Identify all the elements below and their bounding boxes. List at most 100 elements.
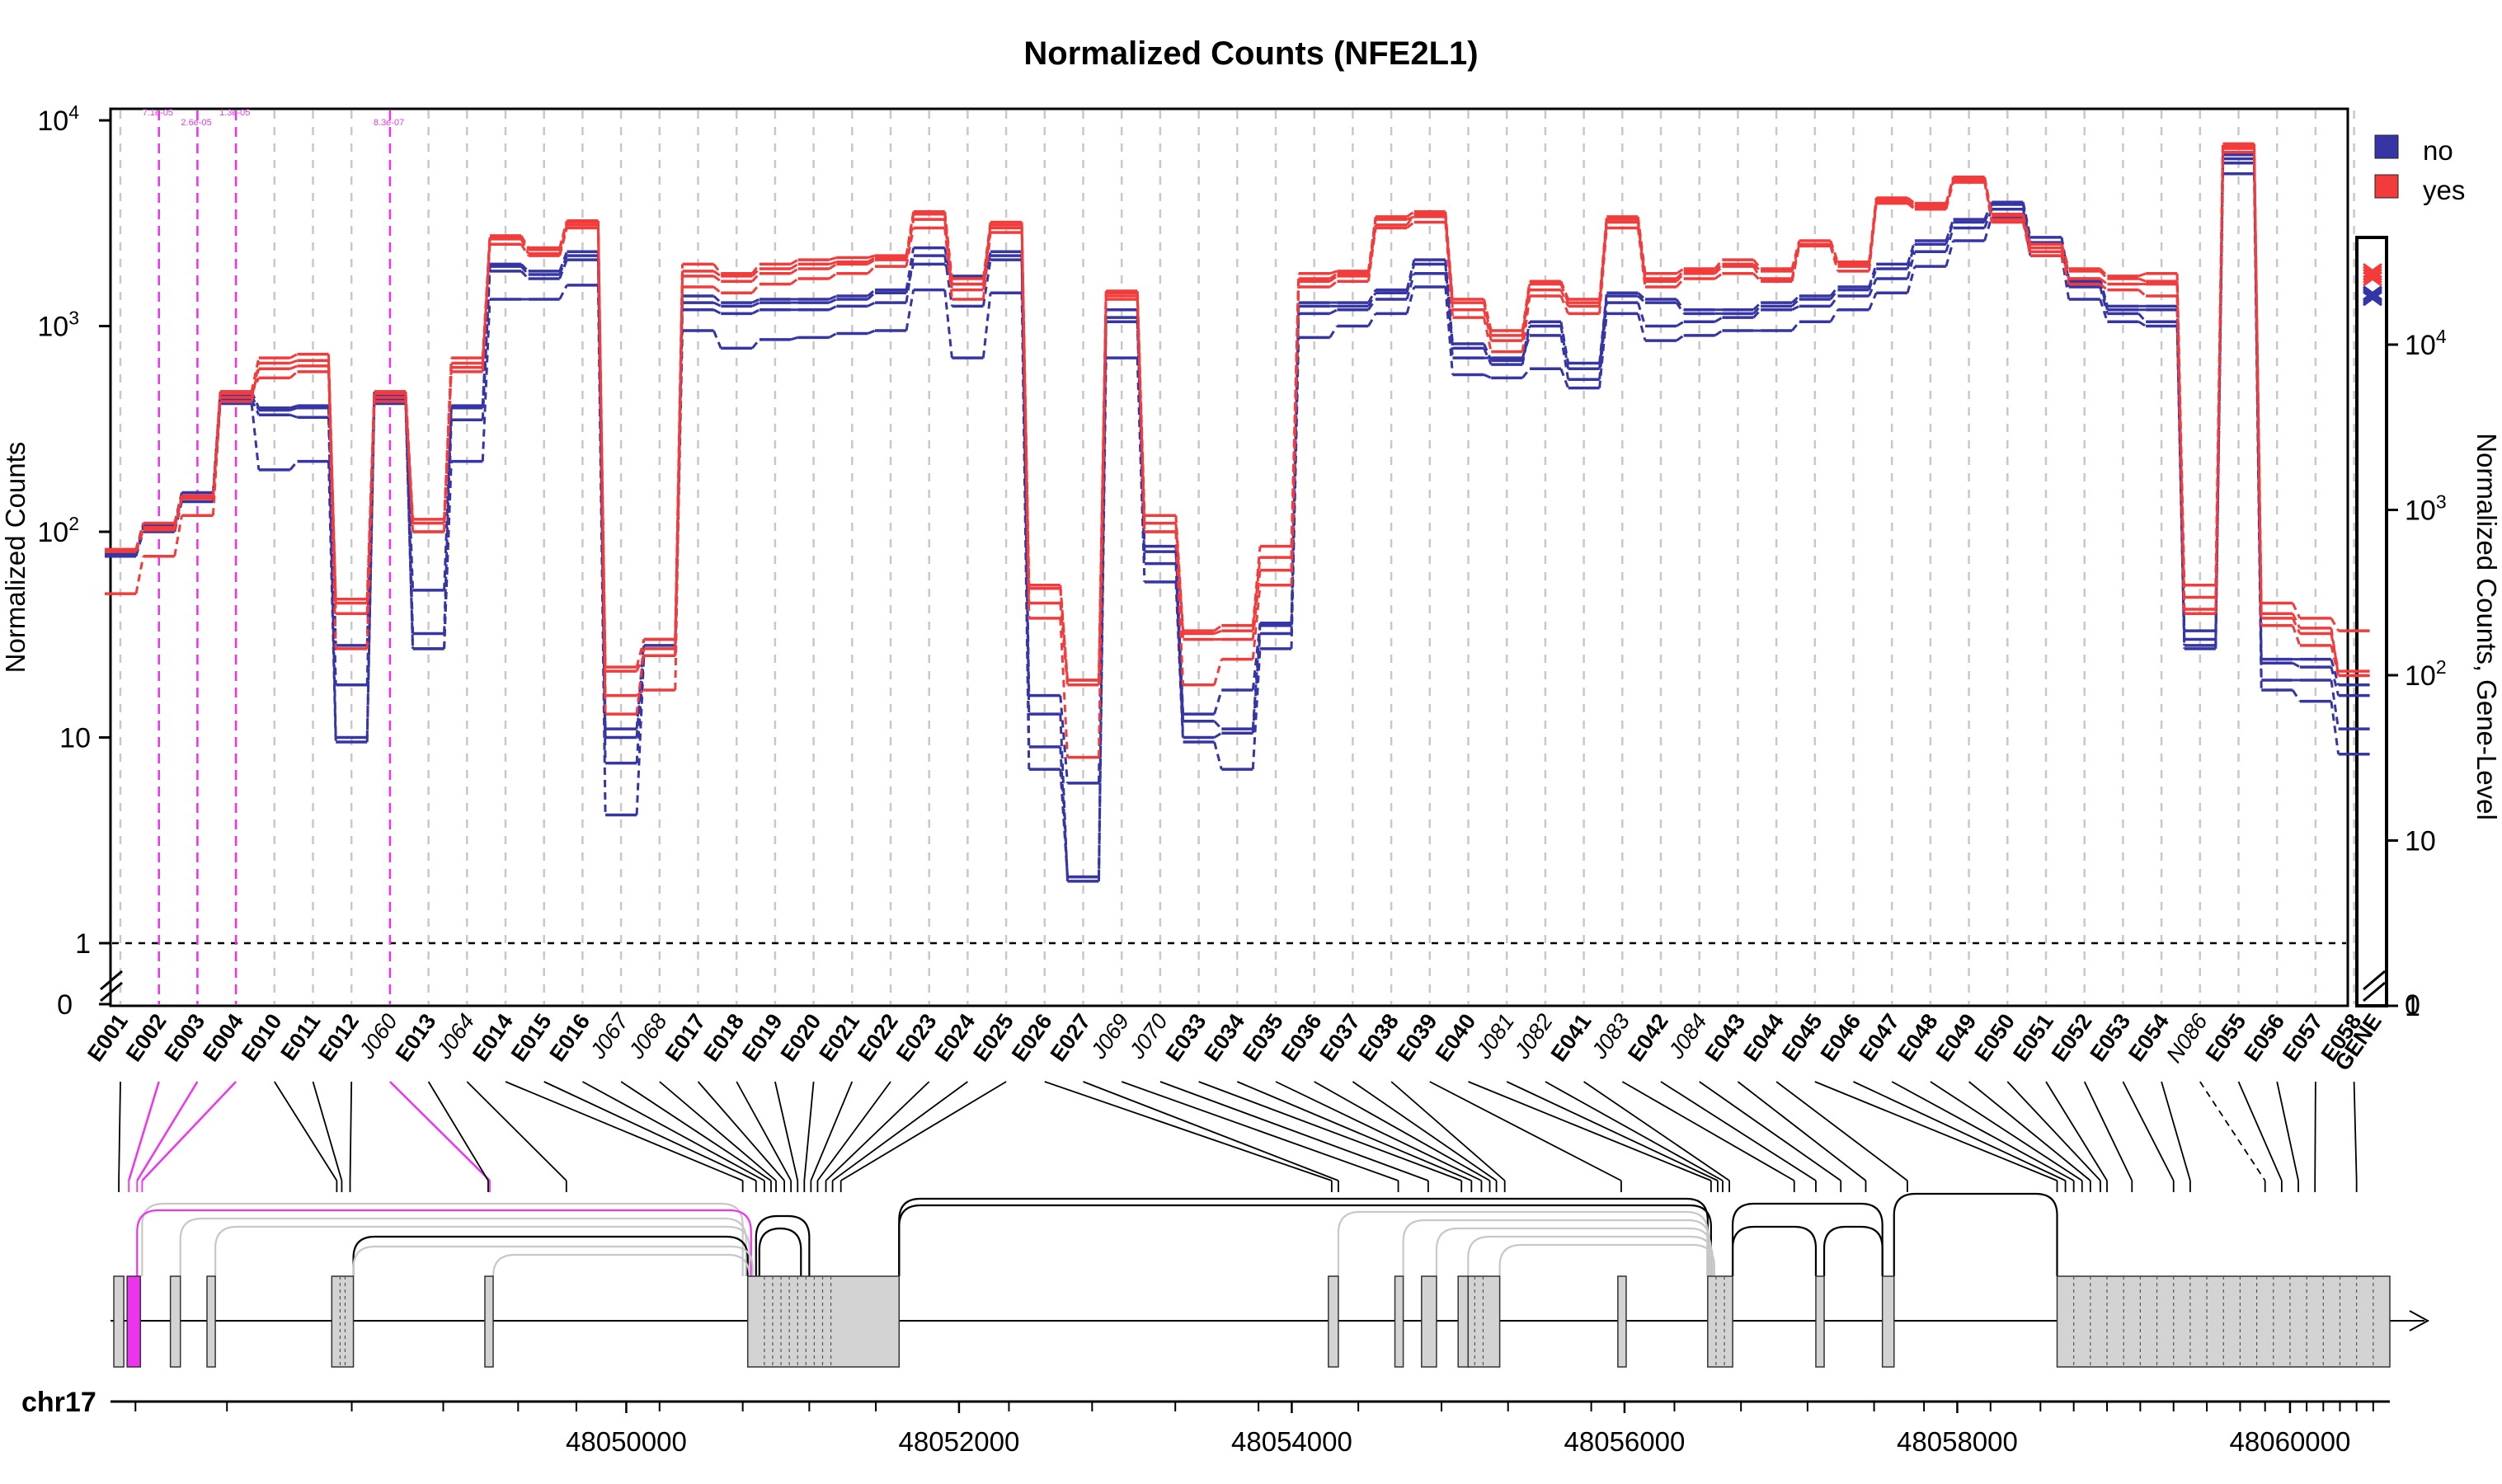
feature-connector <box>1583 1081 1730 1181</box>
exon-block <box>1881 1275 1895 1368</box>
series-connector-yes <box>2291 613 2302 629</box>
series-connector-no <box>1675 298 1685 311</box>
feature-connector <box>697 1081 785 1181</box>
series-connector-no <box>1676 334 1685 342</box>
series-connector-yes <box>1290 273 1300 547</box>
series-connector-no <box>1829 289 1839 300</box>
exon-block <box>1394 1275 1404 1368</box>
chart-title: Normalized Counts (NFE2L1) <box>1023 35 1478 72</box>
series-connector-no <box>250 403 261 471</box>
feature-connector <box>127 1081 160 1181</box>
feature-connector <box>832 1081 968 1181</box>
series-connector-yes <box>1136 290 1146 516</box>
y-right-tick-label: 103 <box>2405 491 2447 527</box>
series-connector-no <box>828 294 837 301</box>
junction-arc <box>1731 1202 1884 1276</box>
feature-label: E025 <box>968 1009 1018 1066</box>
series-connector-yes <box>2138 289 2147 298</box>
junction-arc <box>1731 1225 1818 1276</box>
series-connector-yes <box>713 270 722 278</box>
series-connector-no <box>1213 741 1223 770</box>
feature-label: E047 <box>1854 1009 1904 1066</box>
series-connector-yes <box>250 357 261 392</box>
series-connector-no <box>1752 305 1762 315</box>
y-tick-label: 10 <box>59 723 91 754</box>
feature-label: E016 <box>545 1009 595 1066</box>
series-connector-yes <box>1714 263 1724 272</box>
series-connector-no <box>558 284 568 300</box>
feature-connector <box>810 1081 854 1181</box>
feature-label: E054 <box>2123 1009 2174 1066</box>
series-connector-no <box>1444 286 1454 375</box>
series-connector-yes <box>2138 272 2147 278</box>
series-connector-yes <box>173 495 183 524</box>
series-connector-yes <box>2175 273 2186 585</box>
y-axis-label: Normalized Counts <box>0 442 31 674</box>
exon-block <box>206 1275 216 1368</box>
series-connector-yes <box>1251 585 1262 660</box>
series-connector-no <box>365 399 376 738</box>
series-connector-no <box>2021 201 2032 238</box>
genomic-tick-label: 48054000 <box>1231 1426 1352 1457</box>
feature-connector <box>620 1081 772 1181</box>
series-connector-no <box>289 404 298 410</box>
series-connector-no <box>1174 552 1185 721</box>
genomic-tick-label: 48056000 <box>1564 1426 1686 1457</box>
feature-connector <box>1891 1081 2075 1181</box>
series-connector-no <box>905 247 915 290</box>
series-connector-yes <box>1329 275 1338 283</box>
y-tick-label: 103 <box>37 308 79 343</box>
series-connector-yes <box>2099 270 2109 280</box>
feature-label: E044 <box>1738 1009 1789 1066</box>
series-connector-no <box>713 330 722 349</box>
series-connector-no <box>1790 321 1800 331</box>
series-connector-yes <box>1945 176 1955 204</box>
series-connector-yes <box>289 364 299 370</box>
feature-connector <box>466 1081 567 1181</box>
y-zero-label: 0 <box>57 989 73 1021</box>
axis-break-mark <box>2363 981 2386 1003</box>
series-connector-yes <box>1714 265 1724 275</box>
series-connector-no <box>1752 302 1762 311</box>
series-connector-no <box>1559 368 1570 389</box>
junction-arc <box>758 1227 802 1276</box>
feature-label: E048 <box>1893 1009 1943 1066</box>
series-connector-no <box>1868 292 1878 311</box>
feature-label: E003 <box>160 1009 210 1066</box>
y-right-tick-label: 104 <box>2405 326 2447 361</box>
gene-level-mark-no <box>2363 285 2382 301</box>
exon-block <box>1707 1275 1733 1368</box>
feature-connector <box>1352 1081 1498 1181</box>
exon-block <box>484 1275 494 1368</box>
series-connector-yes <box>1868 197 1878 262</box>
series-connector-yes <box>1790 246 1801 282</box>
feature-connector <box>1198 1081 1462 1181</box>
series-connector-no <box>1213 731 1223 739</box>
feature-connector <box>2161 1081 2191 1181</box>
series-connector-no <box>1559 326 1570 369</box>
series-connector-no <box>1059 769 1069 877</box>
gene-level-mark-yes <box>2363 268 2382 284</box>
feature-label: E037 <box>1315 1009 1366 1066</box>
series-connector-no <box>1329 325 1338 339</box>
feature-label: E024 <box>930 1009 981 1066</box>
feature-label: E045 <box>1777 1009 1827 1066</box>
series-connector-no <box>1598 302 1608 380</box>
feature-connector <box>136 1081 199 1181</box>
series-connector-yes <box>2060 255 2071 284</box>
series-connector-yes <box>635 648 646 715</box>
exon-block <box>746 1275 901 1368</box>
series-connector-no <box>1714 316 1724 323</box>
series-connector-no <box>1059 695 1069 783</box>
series-connector-no <box>1521 368 1531 379</box>
series-connector-yes <box>981 232 992 300</box>
series-connector-no <box>1444 259 1454 345</box>
feature-connector <box>736 1081 792 1181</box>
axis-break-mark <box>100 981 123 1003</box>
junction-arc <box>141 1202 744 1276</box>
feature-label: J081 <box>1470 1009 1519 1064</box>
series-connector-yes <box>1174 531 1185 685</box>
feature-connector <box>1159 1081 1429 1181</box>
feature-label: E015 <box>506 1009 557 1066</box>
series-connector-no <box>1251 622 1262 691</box>
